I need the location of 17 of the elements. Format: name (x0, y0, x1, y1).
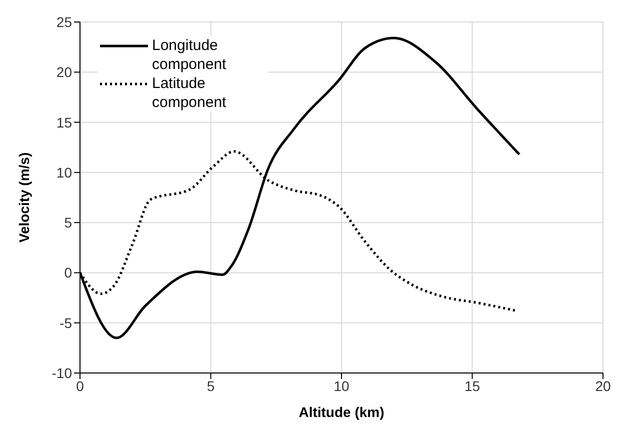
x-tick-label: 20 (595, 378, 611, 394)
x-tick-label: 15 (464, 378, 480, 394)
x-tick-label: 10 (334, 378, 350, 394)
y-tick-label: -5 (60, 314, 72, 331)
y-tick-label: 5 (64, 214, 72, 231)
legend-label: Latitude component (152, 74, 228, 112)
legend-label: Longitude component (152, 36, 228, 74)
y-axis-title: Velocity (m/s) (16, 152, 32, 243)
x-axis-title: Altitude (km) (298, 404, 384, 420)
y-tick-label: 20 (56, 64, 72, 80)
y-tick-label: 15 (56, 114, 72, 130)
y-tick-label: 10 (56, 164, 72, 180)
y-tick-label: 25 (56, 14, 72, 30)
y-tick-label: 0 (64, 264, 72, 281)
y-tick-label: -10 (52, 364, 72, 381)
x-tick-label: 0 (76, 378, 84, 394)
x-tick-label: 5 (206, 378, 215, 394)
